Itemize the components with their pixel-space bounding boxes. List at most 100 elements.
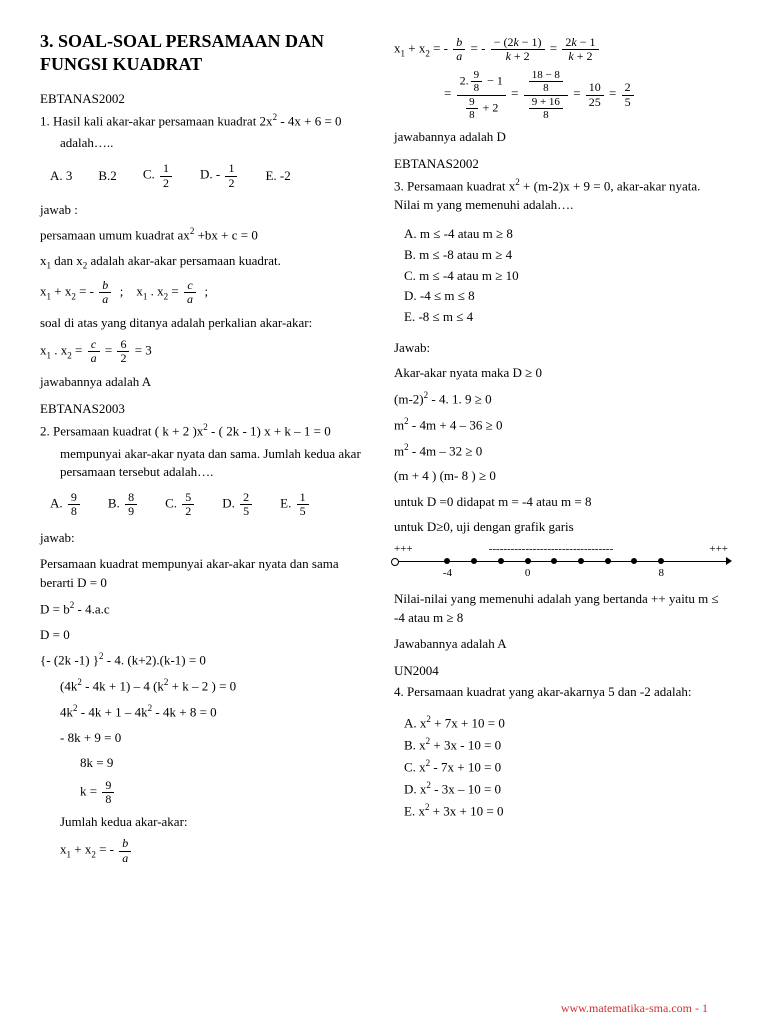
text: + 3x - 10 = 0 (430, 737, 501, 752)
label: A. (50, 496, 63, 511)
work-line: Akar-akar nyata maka D ≥ 0 (394, 363, 728, 383)
text: - 4m – 32 ≥ 0 (409, 443, 483, 458)
text: - 4. (k+2).(k-1) = 0 (104, 652, 206, 667)
fraction: ba (119, 837, 131, 864)
work-line: x1 dan x2 adalah akar-akar persamaan kua… (40, 251, 374, 273)
text: . x (147, 284, 163, 299)
label: C. (143, 167, 155, 182)
fraction: 12 (160, 162, 172, 189)
work-line: D = b2 - 4.a.c (40, 599, 374, 619)
question-3: 3. Persamaan kuadrat x2 + (m-2)x + 9 = 0… (394, 176, 728, 214)
q2-text: mempunyai akar-akar nyata dan sama. Juml… (40, 445, 374, 481)
text: E. x (404, 803, 425, 818)
work-line: m2 - 4m + 4 – 36 ≥ 0 (394, 415, 728, 435)
option-b: B. x2 + 3x - 10 = 0 (404, 734, 728, 756)
text: - 4. 1. 9 ≥ 0 (428, 391, 491, 406)
question-2-options: A. 98 B. 89 C. 52 D. 25 E. 15 (50, 491, 374, 518)
question-2: 2. Persamaan kuadrat ( k + 2 )x2 - ( 2k … (40, 421, 374, 441)
fraction: − (2k − 1)k + 2 (491, 36, 545, 63)
text: D. x (404, 781, 426, 796)
work-line: soal di atas yang ditanya adalah perkali… (40, 313, 374, 333)
fraction: 62 (117, 338, 129, 365)
option-a: A. 3 (50, 168, 72, 184)
question-3-options: A. m ≤ -4 atau m ≥ 8 B. m ≤ -8 atau m ≥ … (404, 224, 728, 328)
fraction: 12 (225, 162, 237, 189)
fraction: 52 (182, 491, 194, 518)
text: = (105, 343, 116, 358)
source-label: EBTANAS2002 (40, 91, 374, 107)
work-line: Nilai-nilai yang memenuhi adalah yang be… (394, 589, 728, 628)
text: = (511, 86, 522, 101)
answer-label: jawab : (40, 200, 374, 220)
work-line: untuk D =0 didapat m = -4 atau m = 8 (394, 492, 728, 512)
sign-minus: ---------------------------------- (447, 543, 654, 555)
fraction: ca (88, 338, 100, 365)
text: + 3x + 10 = 0 (429, 803, 503, 818)
option-b: B.2 (98, 168, 116, 184)
work-line: untuk D≥0, uji dengan grafik garis (394, 517, 728, 537)
text: C. x (404, 759, 426, 774)
source-label: EBTANAS2002 (394, 156, 728, 172)
option-d: D. 25 (222, 491, 254, 518)
page-title: 3. SOAL-SOAL PERSAMAAN DAN FUNGSI KUADRA… (40, 30, 374, 77)
fraction: 98 (102, 779, 114, 806)
text: 3. Persamaan kuadrat x (394, 179, 515, 194)
option-c: C. 52 (165, 491, 196, 518)
source-label: UN2004 (394, 663, 728, 679)
text: = (550, 41, 561, 56)
number-line: +++ ---------------------------------- +… (394, 543, 728, 579)
question-1-options: A. 3 B.2 C. 12 D. - 12 E. -2 (50, 162, 374, 189)
text: m (394, 417, 404, 432)
text: = (444, 86, 455, 101)
option-c: C. m ≤ -4 atau m ≥ 10 (404, 266, 728, 287)
text: (m-2) (394, 391, 424, 406)
text: D = b (40, 601, 70, 616)
arrow-right-icon (726, 557, 732, 565)
axis-dot (498, 558, 504, 564)
answer-label: jawab: (40, 528, 374, 548)
q1-text: - 4x + 6 = 0 (277, 113, 342, 128)
text: - 4m + 4 – 36 ≥ 0 (409, 417, 503, 432)
text: dan x (51, 253, 83, 268)
option-e: E. -8 ≤ m ≤ 4 (404, 307, 728, 328)
q1-text: adalah….. (40, 134, 374, 152)
text: + x (51, 284, 71, 299)
answer-final: jawabannya adalah A (40, 372, 374, 392)
axis-dot (444, 558, 450, 564)
work-line: - 8k + 9 = 0 (40, 728, 374, 748)
text: k = (80, 783, 100, 798)
text: {- (2k -1) } (40, 652, 99, 667)
text: = (72, 343, 86, 358)
answer-final: Jawabannya adalah A (394, 634, 728, 654)
text: = - (76, 284, 94, 299)
work-line: m2 - 4m – 32 ≥ 0 (394, 441, 728, 461)
text: = 3 (135, 343, 152, 358)
text: = - (430, 41, 448, 56)
text: + 7x + 10 = 0 (431, 715, 505, 730)
text: B. x (404, 737, 426, 752)
text: ; (204, 284, 208, 299)
label: C. (165, 496, 177, 511)
text: - 3x – 10 = 0 (431, 781, 501, 796)
question-4: 4. Persamaan kuadrat yang akar-akarnya 5… (394, 683, 728, 701)
work-line: k = 98 (40, 779, 374, 806)
work-line: {- (2k -1) }2 - 4. (k+2).(k-1) = 0 (40, 650, 374, 670)
fraction: 2k − 1k + 2 (562, 36, 598, 63)
work-line: Jumlah kedua akar-akar: (40, 812, 374, 832)
right-column: x1 + x2 = - ba = - − (2k − 1)k + 2 = 2k … (394, 30, 728, 871)
page-footer: www.matematika-sma.com - 1 (561, 1001, 708, 1016)
axis-dot (658, 558, 664, 564)
fraction: 89 (125, 491, 137, 518)
source-label: EBTANAS2003 (40, 401, 374, 417)
option-e: E. 15 (280, 491, 310, 518)
work-line: x1 . x2 = ca = 62 = 3 (40, 338, 374, 365)
left-column: 3. SOAL-SOAL PERSAMAAN DAN FUNGSI KUADRA… (40, 30, 374, 871)
option-a: A. m ≤ -4 atau m ≥ 8 (404, 224, 728, 245)
fraction: 98 (68, 491, 80, 518)
option-d: D. - 12 (200, 162, 239, 189)
text: = (168, 284, 182, 299)
fraction: ca (184, 279, 196, 306)
axis-label: 8 (658, 567, 664, 579)
text: + x (71, 842, 91, 857)
fraction: 25 (622, 81, 634, 108)
